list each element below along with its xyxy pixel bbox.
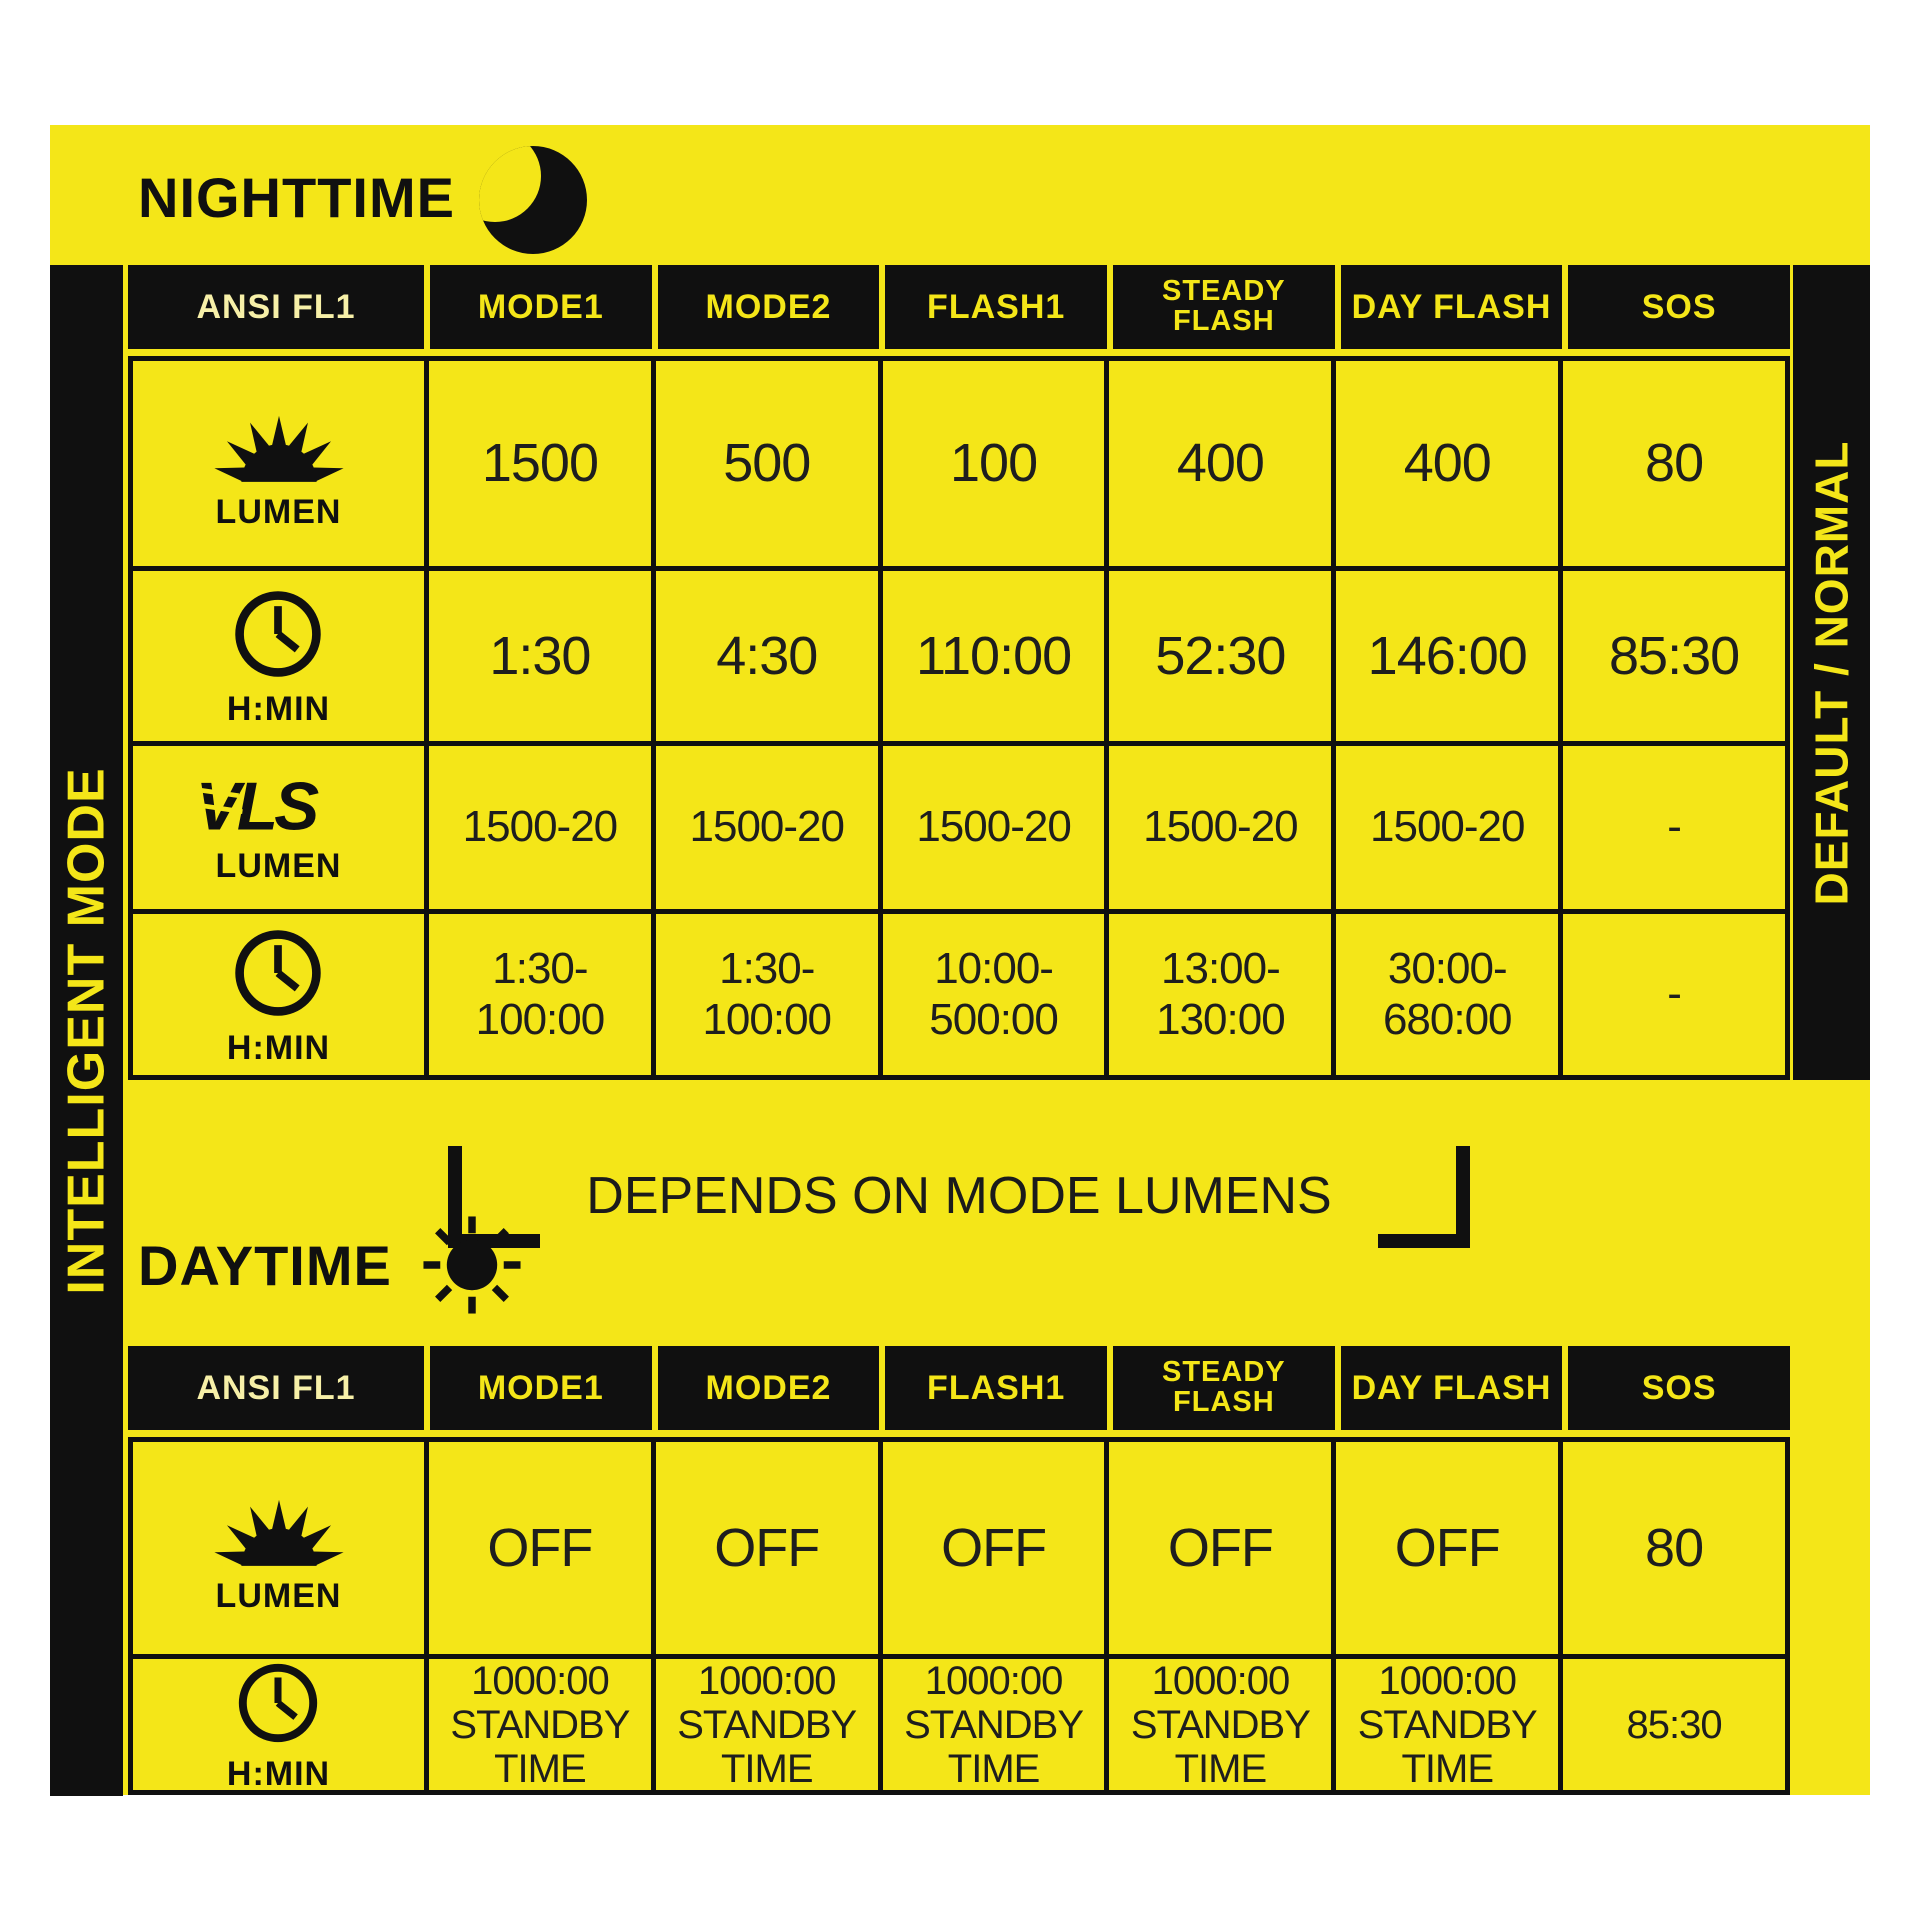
metric-cell-hmin: H:MIN <box>133 566 424 741</box>
header-cell-day-flash: DAY FLASH <box>1334 1346 1563 1430</box>
header-cell-mode2: MODE2 <box>651 1346 880 1430</box>
metric-icon-box: H:MIN <box>227 586 330 726</box>
table-cell: OFF <box>650 1442 878 1654</box>
table-cell: - <box>1558 741 1785 909</box>
header-cell-mode2: MODE2 <box>651 265 880 349</box>
table-cell: 1000:00 STANDBY TIME <box>424 1654 651 1791</box>
table-cell: 400 <box>1104 361 1331 566</box>
table-cell: 1000:00 STANDBY TIME <box>1331 1654 1559 1791</box>
header-cell-sos: SOS <box>1562 1346 1790 1430</box>
table-cell: 1500-20 <box>1104 741 1332 909</box>
metric-cell-hmin: H:MIN <box>133 1654 424 1791</box>
table-cell: 500 <box>650 361 878 566</box>
metric-cell-lumen: LUMEN <box>133 1442 424 1654</box>
rising-sun-icon <box>213 415 344 482</box>
header-cell-mode1: MODE1 <box>424 265 652 349</box>
metric-icon-box: LUMEN <box>204 1483 354 1613</box>
daytime-title-row: DAYTIME <box>138 1205 528 1325</box>
table-cell: 13:00- 130:00 <box>1104 909 1332 1075</box>
nighttime-title-row: NIGHTTIME <box>138 137 587 257</box>
table-cell: 1:30 <box>424 566 651 741</box>
table-cell: 1000:00 STANDBY TIME <box>650 1654 878 1791</box>
metric-cell-vls-lumen: VLS LUMEN <box>133 741 424 909</box>
header-cell-sos: SOS <box>1562 265 1790 349</box>
metric-label: LUMEN <box>215 846 342 885</box>
depends-note-text: DEPENDS ON MODE LUMENS <box>586 1167 1332 1225</box>
vls-logo: VLS <box>195 773 322 839</box>
clock-icon <box>239 1663 318 1742</box>
table-cell: 110:00 <box>877 566 1105 741</box>
header-cell-flash1: FLASH1 <box>879 1346 1107 1430</box>
table-cell: OFF <box>1331 1442 1558 1654</box>
table-cell: 1:30- 100:00 <box>650 909 878 1075</box>
metric-label: H:MIN <box>226 1754 331 1793</box>
table-cell: - <box>1558 909 1785 1075</box>
table-cell: 1500-20 <box>1331 741 1559 909</box>
daytime-table-header: ANSI FL1 MODE1 MODE2 FLASH1 STEADY FLASH… <box>128 1346 1790 1430</box>
metric-cell-hmin-range: H:MIN <box>133 909 424 1075</box>
header-cell-ansi-fl1: ANSI FL1 <box>128 1346 424 1430</box>
metric-icon-box: H:MIN <box>227 925 330 1065</box>
metric-icon-box: H:MIN <box>227 1659 330 1791</box>
table-cell: OFF <box>877 1442 1105 1654</box>
table-cell: 52:30 <box>1104 566 1332 741</box>
table-cell: OFF <box>1104 1442 1331 1654</box>
nighttime-table-body: LUMEN 1500 500 100 400 400 80 <box>128 356 1790 1080</box>
header-cell-day-flash: DAY FLASH <box>1334 265 1563 349</box>
sun-icon <box>423 1216 521 1314</box>
crescent-moon-icon <box>478 146 587 254</box>
table-cell: 146:00 <box>1331 566 1559 741</box>
table-cell: 10:00- 500:00 <box>877 909 1105 1075</box>
table-cell: 1500-20 <box>424 741 651 909</box>
metric-icon-box: VLS LUMEN <box>190 773 368 883</box>
table-cell: 30:00- 680:00 <box>1331 909 1559 1075</box>
table-cell: 1000:00 STANDBY TIME <box>877 1654 1105 1791</box>
table-cell: 1500-20 <box>650 741 878 909</box>
nighttime-title: NIGHTTIME <box>138 165 455 229</box>
clock-icon <box>235 929 322 1016</box>
table-cell: 1500-20 <box>877 741 1105 909</box>
table-cell: 80 <box>1558 1442 1785 1654</box>
intelligent-mode-label: INTELLIGENT MODE <box>57 766 116 1295</box>
daytime-table: ANSI FL1 MODE1 MODE2 FLASH1 STEADY FLASH… <box>128 1346 1790 1795</box>
header-cell-mode1: MODE1 <box>424 1346 652 1430</box>
table-cell: 85:30 <box>1558 566 1785 741</box>
metric-label: H:MIN <box>226 1028 331 1067</box>
table-cell: OFF <box>424 1442 651 1654</box>
rising-sun-icon <box>213 1499 344 1566</box>
table-cell: 1000:00 STANDBY TIME <box>1104 1654 1332 1791</box>
nighttime-table: ANSI FL1 MODE1 MODE2 FLASH1 STEADY FLASH… <box>128 265 1790 1080</box>
metric-icon-box: LUMEN <box>204 399 354 529</box>
table-cell: 80 <box>1558 361 1785 566</box>
table-cell: 4:30 <box>650 566 878 741</box>
metric-label: H:MIN <box>226 690 331 728</box>
table-cell: 100 <box>877 361 1105 566</box>
metric-label: LUMEN <box>215 492 342 531</box>
intelligent-mode-sidebar: INTELLIGENT MODE <box>50 265 123 1796</box>
clock-icon <box>235 591 322 677</box>
table-cell: 85:30 <box>1558 1654 1785 1790</box>
metric-cell-lumen: LUMEN <box>133 361 424 566</box>
default-normal-sidebar: DEFAULT / NORMAL <box>1793 265 1870 1080</box>
table-cell: 400 <box>1331 361 1558 566</box>
depends-note: DEPENDS ON MODE LUMENS <box>128 1128 1790 1248</box>
header-cell-steady-flash: STEADY FLASH <box>1107 265 1335 349</box>
header-cell-ansi-fl1: ANSI FL1 <box>128 265 424 349</box>
nighttime-table-header: ANSI FL1 MODE1 MODE2 FLASH1 STEADY FLASH… <box>128 265 1790 349</box>
header-cell-flash1: FLASH1 <box>879 265 1107 349</box>
right-bracket-icon <box>1377 1146 1470 1248</box>
metric-label: LUMEN <box>215 1577 342 1615</box>
table-cell: 1:30- 100:00 <box>424 909 651 1075</box>
yellow-panel: INTELLIGENT MODE DEFAULT / NORMAL NIGHTT… <box>50 125 1870 1796</box>
default-normal-label: DEFAULT / NORMAL <box>1805 440 1858 905</box>
moon-cutout <box>478 146 541 222</box>
daytime-table-body: LUMEN OFF OFF OFF OFF OFF 80 <box>128 1437 1790 1795</box>
header-cell-steady-flash: STEADY FLASH <box>1107 1346 1335 1430</box>
table-cell: 1500 <box>424 361 651 566</box>
daytime-title: DAYTIME <box>138 1233 392 1297</box>
